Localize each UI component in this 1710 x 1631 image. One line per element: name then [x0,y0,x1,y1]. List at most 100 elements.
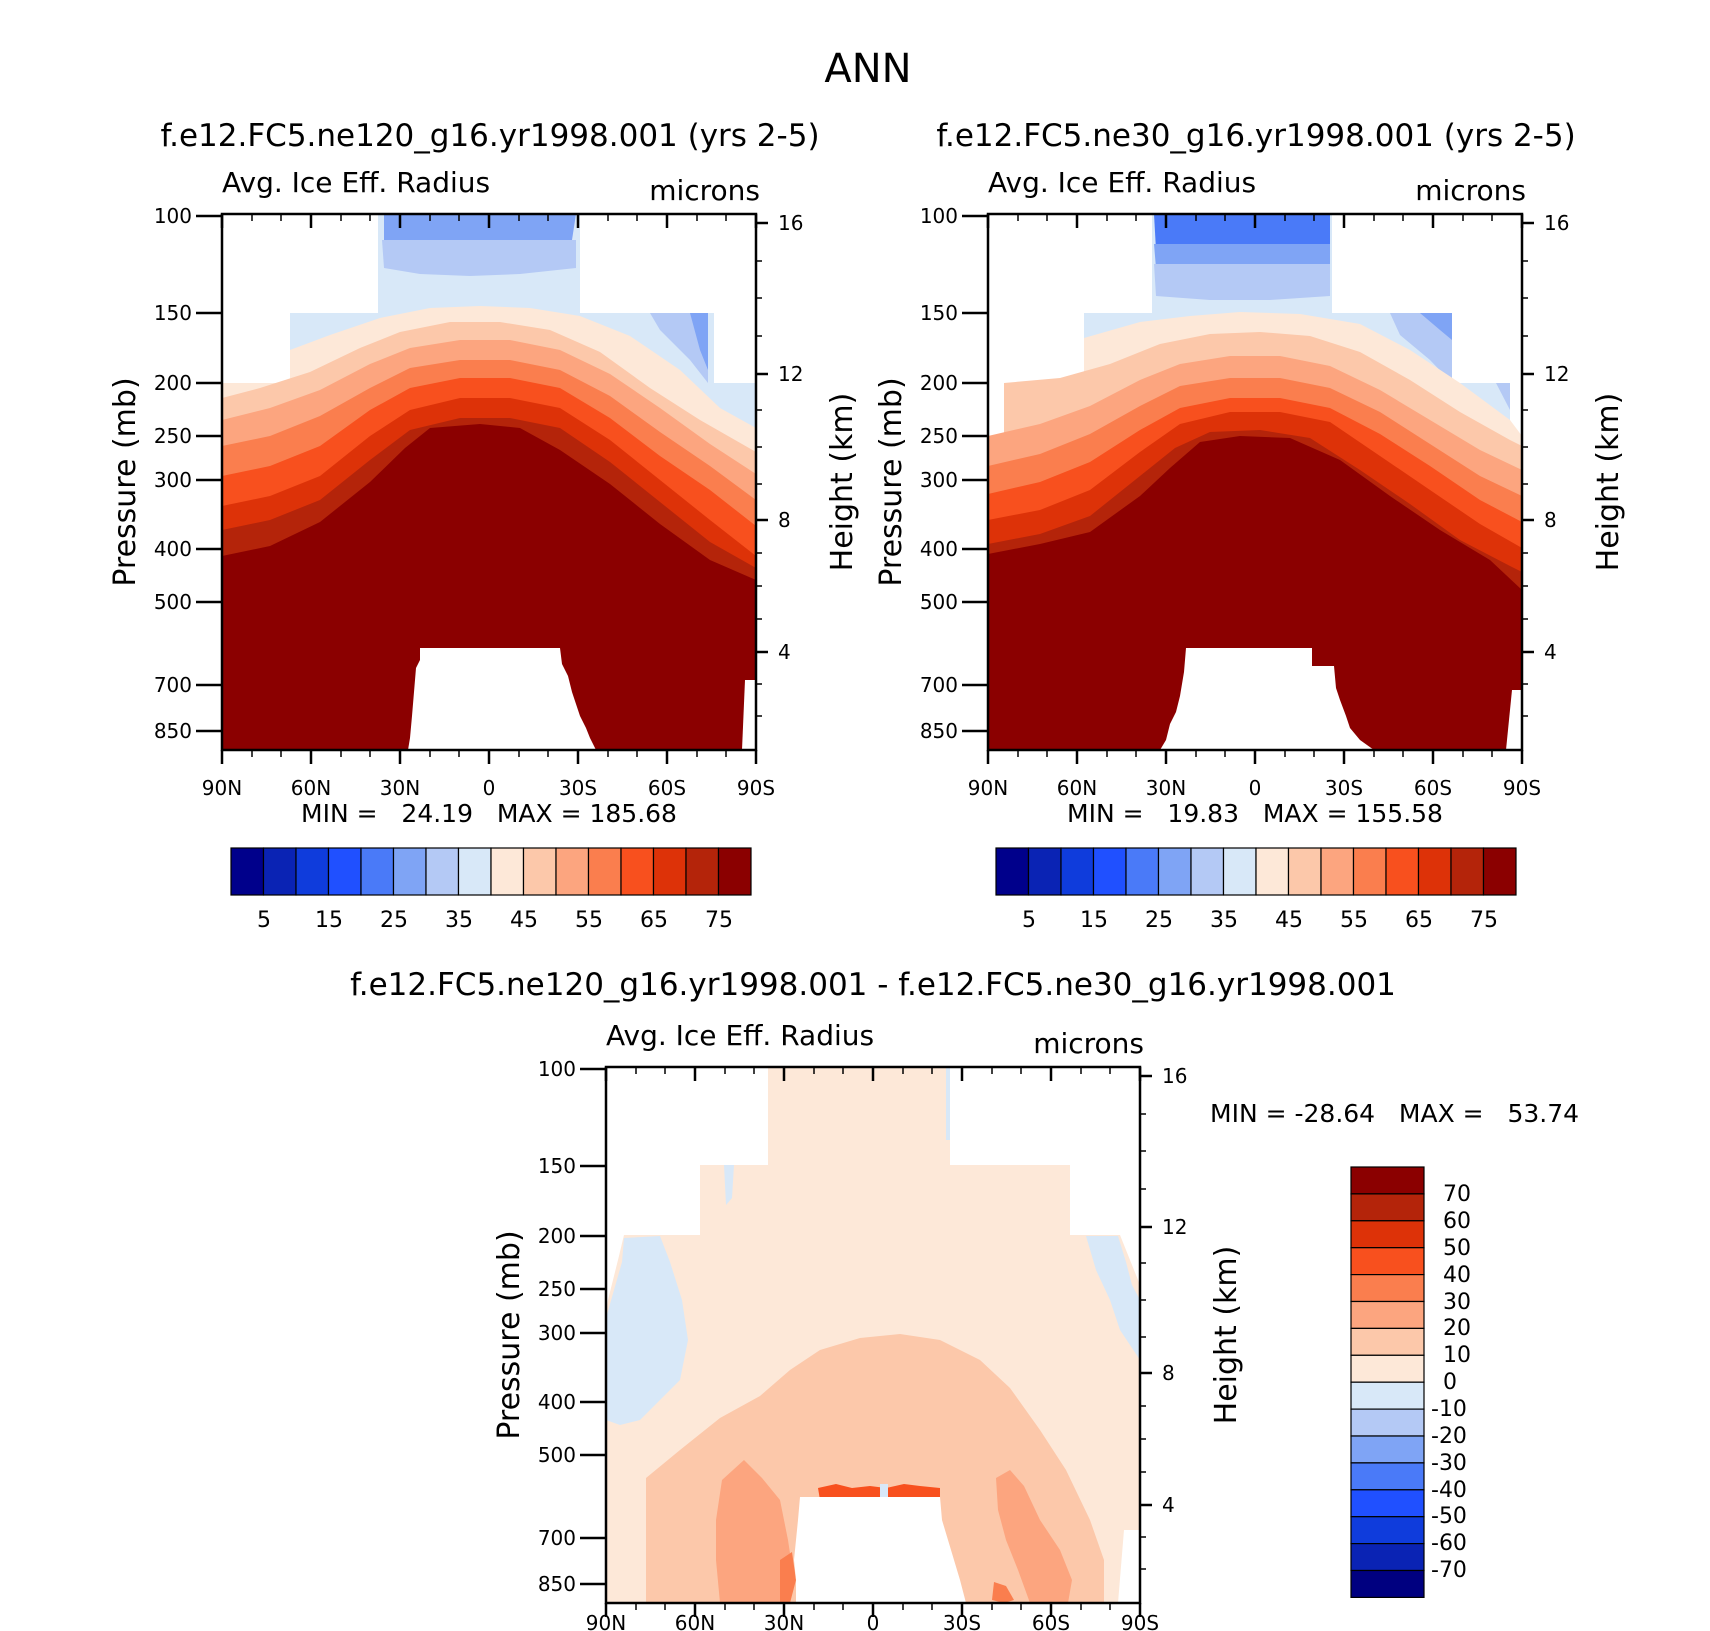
panel-ne30-ptick: 850 [920,719,958,743]
panel-diff-cb-label: 10 [1443,1343,1471,1368]
panel-diff-ptick: 200 [538,1224,576,1248]
panel-ne120-surface-mask [408,648,596,750]
panel-ne30-major-ticks [962,214,1534,764]
panel-ne120-ptick: 250 [154,424,192,448]
panel-ne30-colorbar-swatch [1320,847,1355,896]
panel-ne120-lattick: 0 [483,776,496,800]
panel-ne120-ylabel-pressure: Pressure (mb) [108,377,143,586]
panel-ne30-height-tick-labels: 16 12 8 4 [1544,211,1569,664]
panel-diff-pressure-tick-labels: 100 150 200 250 300 400 500 700 850 [538,1057,576,1596]
panel-ne120-colorbar-swatch [620,847,655,896]
panel-ne120-cb-label: 25 [380,908,408,933]
panel-ne30-lattick: 60N [1057,776,1097,800]
panel-diff-colorbar-swatch [1350,1220,1425,1249]
panel-ne120-ylabel-height: Height (km) [825,393,860,572]
panel-ne120-band-c6b [650,313,708,383]
panel-diff-cb-label: 20 [1443,1316,1471,1341]
panel-diff-colorbar-swatch [1350,1354,1425,1383]
panel-diff-htick: 12 [1162,1215,1187,1239]
panel-ne120-band-c6 [382,240,576,276]
panel-diff-colorbar-swatch [1350,1247,1425,1276]
panel-diff-band-c8-centre [880,1484,888,1500]
panel-ne120-colorbar-swatch [490,847,525,896]
panel-diff-colorbar-swatch [1350,1408,1425,1437]
panel-diff-cb-label: 0 [1443,1370,1457,1395]
panel-ne30-lattick: 30N [1146,776,1186,800]
panel-diff-cb-label: 50 [1443,1236,1471,1261]
panel-ne120-lattick: 60S [648,776,686,800]
panel-diff-colorbar-swatch [1350,1327,1425,1356]
panel-ne30-colorbar-swatch [1190,847,1225,896]
panel-ne120-colorbar-swatch [652,847,687,896]
panel-diff-major-ticks [580,1067,1152,1617]
panel-ne30-colorbar-swatch [1450,847,1485,896]
panel-diff-ylabel-height: Height (km) [1209,1246,1244,1425]
panel-ne120-colorbar-swatch [587,847,622,896]
panel-ne30-colorbar-swatch [1385,847,1420,896]
panel-diff-stats: MIN = -28.64 MAX = 53.74 [1210,1099,1579,1128]
panel-ne30-cb-label: 75 [1470,908,1498,933]
panel-ne120-lattick: 60N [291,776,331,800]
panel-diff-colorbar [1350,1166,1425,1598]
panel-ne30-edge-mask [1506,690,1522,750]
panel-ne30-ptick: 500 [920,590,958,614]
panel-ne120-ptick: 700 [154,673,192,697]
panel-diff-colorbar-swatch [1350,1193,1425,1222]
panel-diff-lat-tick-labels: 90N 60N 30N 0 30S 60S 90S [586,1611,1159,1631]
panel-diff-colorbar-swatch [1350,1516,1425,1545]
panel-diff-band-c12-right [992,1582,1014,1603]
panel-ne30-cb-label: 65 [1405,908,1433,933]
panel-ne30-band-c5b [1420,313,1452,340]
panel-diff-cb-label: -30 [1431,1451,1467,1476]
panel-ne120-ptick: 400 [154,537,192,561]
panel-diff-surface-mask [794,1497,966,1603]
panel-ne120-cb-label: 75 [705,908,733,933]
panel-ne120-height-tick-labels: 16 12 8 4 [778,211,803,664]
panel-diff-ptick: 250 [538,1277,576,1301]
panel-diff-ylabel-pressure: Pressure (mb) [492,1230,527,1439]
panel-diff-colorbar-swatch [1350,1489,1425,1518]
panel-ne120-cb-label: 35 [445,908,473,933]
panel-ne120-band-c16 [222,424,756,750]
panel-ne30-lattick: 30S [1325,776,1363,800]
panel-ne30-colorbar-swatch [1482,847,1517,896]
panel-ne120-cb-label: 55 [575,908,603,933]
panel-diff-cb-label: -60 [1431,1531,1467,1556]
panel-ne30-colorbar-swatch [995,847,1030,896]
panel-ne120-cb-label: 45 [510,908,538,933]
figure-title: ANN [824,46,911,92]
panel-diff-variable-label: Avg. Ice Eff. Radius [606,1019,874,1052]
panel-ne30-minor-ticks [1017,214,1528,757]
panel-diff-band-c11-right [996,1470,1072,1603]
panel-ne30-ptick: 250 [920,424,958,448]
panel-ne120-colorbar-swatch [685,847,720,896]
panel-diff-band-c8-left [606,1236,688,1425]
panel-diff-case-title: f.e12.FC5.ne120_g16.yr1998.001 - f.e12.F… [350,967,1396,1003]
panel-ne30-ylabel-pressure: Pressure (mb) [874,377,909,586]
panel-diff: f.e12.FC5.ne120_g16.yr1998.001 - f.e12.F… [350,967,1579,1631]
panel-ne120-ptick: 100 [154,204,192,228]
panel-diff-cb-label: 70 [1443,1182,1471,1207]
panel-ne30-cb-label: 45 [1275,908,1303,933]
panel-ne30-colorbar-swatch [1352,847,1387,896]
panel-diff-cb-label: -10 [1431,1397,1467,1422]
panel-ne30-colorbar-swatch [1092,847,1127,896]
panel-ne120-ptick: 300 [154,468,192,492]
panel-diff-cb-label: 60 [1443,1209,1471,1234]
panel-ne120-colorbar-swatch [392,847,427,896]
panel-ne120-htick: 16 [778,211,803,235]
panel-ne30-cb-label: 15 [1080,908,1108,933]
panel-ne30-cb-label: 25 [1145,908,1173,933]
panel-diff-colorbar-swatch [1350,1300,1425,1329]
panel-diff-colorbar-swatch [1350,1542,1425,1572]
panel-ne30-colorbar-swatch [1027,847,1062,896]
panel-diff-lattick: 90S [1121,1611,1159,1631]
panel-ne120-colorbar-swatch [522,847,557,896]
panel-ne120-ptick: 850 [154,719,192,743]
panel-ne30-units-label: microns [1415,174,1526,207]
panel-ne30-lattick: 0 [1249,776,1262,800]
panel-diff-colorbar-labels: 70 60 50 40 30 20 10 0 -10 -20 -30 -40 -… [1431,1182,1471,1583]
panel-diff-colorbar-swatch [1350,1462,1425,1491]
panel-ne30-colorbar-labels: 5 15 25 35 45 55 65 75 [1022,908,1498,933]
